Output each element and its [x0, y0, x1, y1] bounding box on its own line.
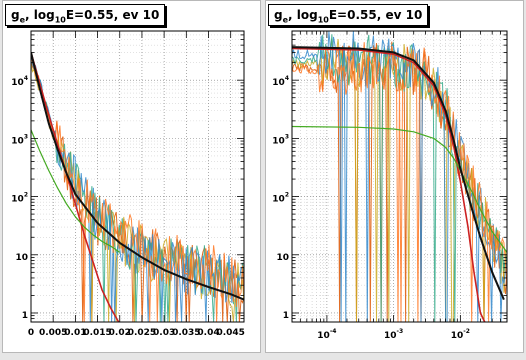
- left-xtick-label: 0.035: [172, 328, 200, 338]
- left-curve-2: [30, 52, 245, 301]
- right-ytick-label: 10: [276, 253, 289, 263]
- right-chart-title: ge, log10E=0.55, ev 10: [268, 4, 429, 26]
- right-xtick-label: 10-4: [317, 328, 336, 341]
- right-curve-2: [291, 46, 505, 300]
- left-curve-1: [30, 129, 121, 253]
- right-chart: 1 10 102 103 104 10-4 10-3 10-2: [266, 1, 523, 352]
- right-noise-series-3: [291, 30, 508, 323]
- left-frame: [30, 30, 245, 323]
- right-mask-bottom: [266, 322, 523, 352]
- right-curve-1: [291, 125, 508, 253]
- left-xtick-label: 0.015: [83, 328, 111, 338]
- left-chart-title: ge, log10E=0.55, ev 10: [5, 4, 166, 26]
- left-ytick-label: 103: [11, 133, 28, 146]
- right-curve-0: [291, 47, 487, 325]
- left-ytick-label: 104: [11, 75, 28, 88]
- left-xtick-label: 0.01: [64, 328, 86, 338]
- left-noise-series-4: [30, 59, 245, 323]
- right-mask-left: [266, 1, 292, 352]
- left-curve-0: [30, 52, 121, 325]
- right-noise-series-4: [291, 42, 508, 323]
- left-ytick-label: 10: [15, 253, 28, 263]
- right-mask-right: [507, 1, 523, 352]
- left-xtick-label: 0.025: [128, 328, 156, 338]
- left-xtick-label: 0: [28, 328, 34, 338]
- left-xtick-label: 0.045: [216, 328, 244, 338]
- left-ytick-label: 102: [11, 192, 28, 205]
- right-xtick-label: 10-3: [384, 328, 403, 341]
- left-xtick-label: 0.02: [109, 328, 131, 338]
- left-xtick-label: 0.04: [197, 328, 219, 338]
- left-xtick-label: 0.005: [39, 328, 67, 338]
- right-ytick-label: 1: [283, 311, 289, 321]
- right-ytick-label: 102: [272, 192, 289, 205]
- left-ytick-label: 1: [22, 311, 28, 321]
- right-ytick-label: 104: [272, 75, 289, 88]
- right-plot-pad: 1 10 102 103 104 10-4 10-3 10-2 ge, log10E=0.55…: [265, 0, 524, 353]
- left-plot-pad: 1 10 102 103 104 0 0.005 0.01 0.015 0.02 0.025 0.03…: [2, 0, 261, 353]
- left-mask-right: [244, 1, 260, 352]
- left-mask-bottom: [3, 322, 260, 352]
- left-xtick-label: 0.03: [153, 328, 175, 338]
- right-xtick-label: 10-2: [451, 328, 470, 341]
- right-frame: [291, 30, 508, 323]
- left-mask-left: [3, 1, 31, 352]
- right-ytick-label: 103: [272, 133, 289, 146]
